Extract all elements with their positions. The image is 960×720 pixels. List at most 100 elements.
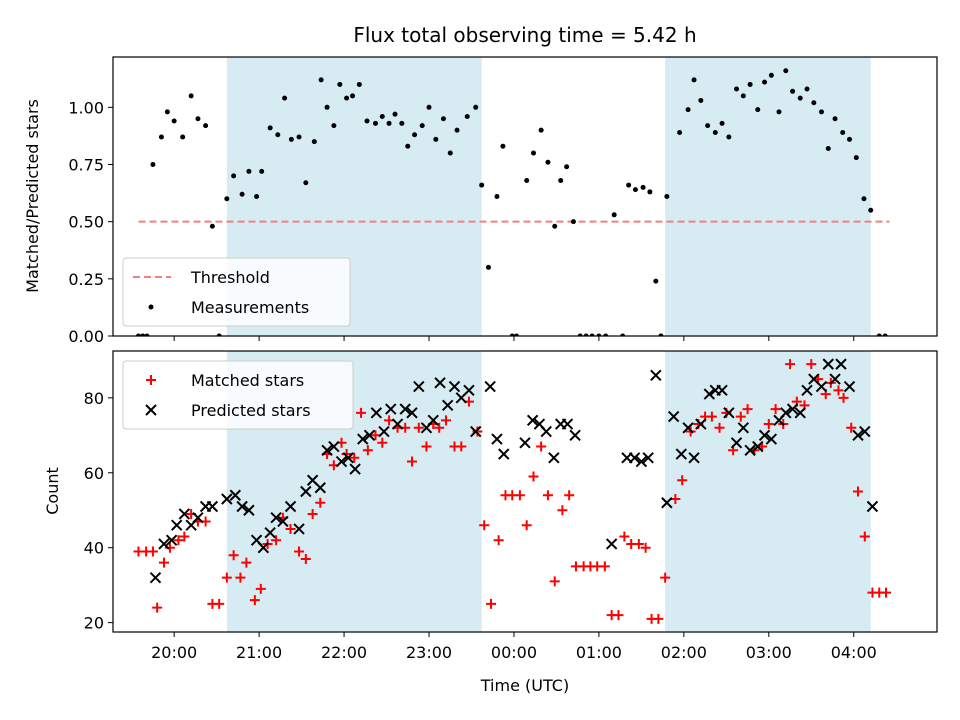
data-point <box>203 123 209 129</box>
legend-label: Measurements <box>191 298 309 317</box>
observing-window-shade <box>665 351 871 632</box>
data-point <box>685 107 691 113</box>
data-point <box>640 184 646 190</box>
data-point <box>635 455 648 468</box>
data-point <box>349 452 360 463</box>
plot-area <box>135 57 890 336</box>
data-point <box>180 134 186 140</box>
data-point <box>271 535 282 546</box>
data-point <box>149 571 162 584</box>
data-point <box>647 189 653 195</box>
data-point <box>561 418 574 430</box>
data-point <box>300 485 312 498</box>
data-point <box>703 388 716 400</box>
data-point <box>833 385 844 396</box>
data-point <box>335 455 348 468</box>
data-point <box>171 519 183 531</box>
data-point <box>386 120 392 126</box>
data-point <box>632 187 638 193</box>
data-point <box>491 433 503 445</box>
data-point <box>620 333 626 336</box>
data-point <box>229 489 242 501</box>
data-point <box>509 333 515 336</box>
data-point <box>882 333 888 336</box>
data-point <box>804 86 810 92</box>
data-point <box>224 196 230 202</box>
y-tick-label: 0.75 <box>68 155 104 174</box>
data-point <box>434 377 446 389</box>
x-tick-label: 01:00 <box>576 643 622 662</box>
data-point <box>797 95 803 101</box>
data-point <box>653 278 659 284</box>
data-point <box>835 358 847 370</box>
data-point <box>419 123 425 129</box>
data-point <box>413 422 424 433</box>
data-point <box>413 380 425 393</box>
bottom-panel-counts: 20 40 60 80 20:00 21:00 22:00 23:00 00:00 01:00 02… <box>84 350 938 662</box>
data-point <box>275 132 281 138</box>
data-point <box>658 333 664 336</box>
data-point <box>282 95 288 101</box>
data-point <box>179 531 190 542</box>
data-point <box>239 191 245 197</box>
data-point <box>405 143 411 149</box>
data-point <box>785 359 796 370</box>
data-point <box>399 403 411 415</box>
data-point <box>840 129 846 135</box>
data-point <box>412 132 418 138</box>
data-point <box>716 384 728 397</box>
data-point <box>235 572 246 583</box>
data-point <box>135 333 141 336</box>
axes-frame <box>112 350 938 633</box>
data-point <box>293 523 305 535</box>
data-point <box>838 392 849 403</box>
data-point <box>456 441 467 452</box>
observing-window-shade <box>665 57 871 336</box>
data-point <box>331 123 337 129</box>
data-point <box>822 358 834 370</box>
data-point <box>755 107 761 113</box>
data-point <box>284 500 297 513</box>
data-point <box>372 120 378 126</box>
data-point <box>464 113 470 119</box>
data-point <box>294 546 305 557</box>
data-point <box>285 523 296 534</box>
data-point <box>744 444 756 456</box>
data-point <box>296 134 302 140</box>
data-point <box>640 542 651 553</box>
data-point <box>557 505 568 516</box>
data-point <box>866 500 879 513</box>
data-point <box>698 97 704 103</box>
data-point <box>705 123 711 129</box>
data-point <box>370 430 381 441</box>
data-point <box>675 448 688 460</box>
data-point <box>545 159 551 165</box>
data-point <box>524 177 530 183</box>
data-point <box>494 194 500 199</box>
data-point <box>734 86 740 92</box>
data-point <box>847 136 853 142</box>
data-point <box>794 407 806 419</box>
data-point <box>570 219 576 225</box>
data-point <box>815 380 828 393</box>
data-point <box>605 538 618 550</box>
data-point <box>846 422 857 433</box>
legend-swatch-marker <box>148 304 154 310</box>
data-point <box>311 139 317 145</box>
data-point <box>307 508 318 519</box>
data-point <box>337 81 343 87</box>
y-tick-label: 60 <box>84 464 104 483</box>
y-tick-label: 20 <box>84 614 104 633</box>
data-point <box>384 415 395 426</box>
data-point <box>324 104 330 110</box>
data-point <box>370 407 383 419</box>
data-point <box>206 500 219 513</box>
data-point <box>463 384 475 397</box>
data-point <box>349 463 361 475</box>
data-point <box>677 129 683 135</box>
data-point <box>171 118 177 124</box>
data-point <box>328 440 340 453</box>
data-point <box>853 155 859 161</box>
data-point <box>642 452 654 464</box>
